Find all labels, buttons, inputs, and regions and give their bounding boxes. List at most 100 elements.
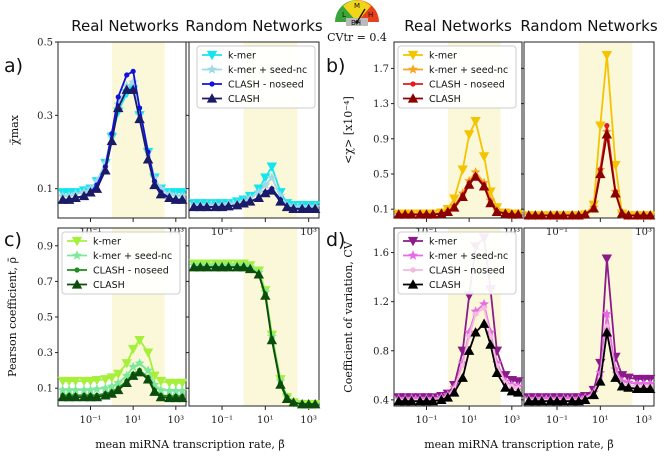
data-point	[177, 385, 188, 396]
x-tick-label: 10⁻¹	[211, 415, 233, 426]
data-point	[177, 194, 188, 204]
series-clash	[393, 171, 524, 219]
legend: k-mer k-mer + seed-nc CLASH - noseed CLASH	[196, 45, 316, 109]
data-point	[195, 201, 206, 212]
data-point	[500, 208, 511, 218]
legend-marker	[408, 64, 418, 74]
series-clash	[57, 366, 188, 403]
x-tick-label: 10¹	[461, 415, 478, 426]
data-point	[113, 102, 124, 113]
legend-marker	[71, 279, 83, 289]
data-point	[601, 327, 613, 337]
data-point	[142, 348, 154, 358]
data-point	[481, 305, 487, 311]
data-point	[523, 395, 535, 406]
data-point	[92, 383, 102, 394]
x-axis-label-right: mean miRNA transcription rate, β̄	[424, 438, 614, 451]
data-point	[406, 395, 417, 406]
x-tick-label: 10³	[635, 227, 652, 238]
data-point	[485, 197, 496, 208]
data-point	[201, 201, 213, 212]
legend-marker	[74, 267, 80, 273]
data-point	[566, 395, 578, 406]
y-tick-label: 0.3	[37, 111, 53, 122]
x-tick-label: 10⁻¹	[415, 415, 437, 426]
x-tick-label: 10⁻¹	[546, 415, 568, 426]
panel-letter-d: d)	[326, 229, 345, 251]
data-point	[406, 209, 417, 219]
x-tick-label: 10³	[167, 415, 184, 426]
data-point	[149, 179, 160, 190]
legend-label: k-mer	[429, 237, 457, 248]
col-title-2: Random Networks	[185, 17, 322, 35]
series-clash	[57, 84, 188, 204]
data-point	[275, 196, 286, 206]
data-point	[164, 385, 175, 396]
data-point	[142, 154, 154, 164]
data-point	[244, 263, 256, 274]
data-point	[253, 187, 264, 197]
legend-label: CLASH - noseed	[429, 80, 505, 91]
legend-box	[397, 45, 517, 109]
data-point	[631, 383, 643, 393]
data-point	[164, 192, 175, 202]
data-point	[91, 391, 103, 402]
legend-marker	[209, 81, 215, 87]
data-point	[296, 399, 308, 409]
data-point	[601, 51, 613, 61]
data-point	[558, 395, 569, 406]
data-point	[70, 376, 81, 387]
data-point	[479, 298, 489, 309]
axes-frame	[57, 41, 187, 219]
data-point	[281, 393, 293, 404]
legend-marker	[206, 50, 218, 61]
legend-label: k-mer + seed-nc	[429, 251, 508, 262]
data-point	[513, 387, 524, 397]
series-clash	[188, 185, 321, 213]
data-point	[177, 378, 188, 389]
data-point	[601, 254, 613, 264]
y-tick-label: 0.5	[37, 38, 53, 49]
data-point	[113, 377, 124, 388]
shaded-region	[111, 42, 165, 218]
x-tick-label: 10¹	[257, 415, 274, 426]
legend-label: k-mer	[93, 237, 121, 248]
y-tick-label: 0.4	[373, 395, 389, 406]
data-point	[595, 168, 606, 179]
data-point	[616, 381, 628, 391]
data-point	[463, 345, 475, 355]
x-tick-label: 10¹	[592, 415, 609, 426]
data-point	[309, 203, 321, 213]
data-point	[128, 361, 139, 371]
legend-marker	[408, 250, 418, 260]
col-title-1: Real Networks	[71, 17, 179, 35]
data-point	[134, 335, 145, 346]
y-tick-label: 1.6	[373, 248, 389, 259]
data-point	[113, 384, 124, 395]
data-point	[500, 371, 511, 381]
data-point	[188, 201, 200, 212]
data-point	[579, 209, 591, 219]
y-tick-label: 0.1	[37, 184, 53, 195]
data-point	[134, 358, 145, 368]
data-point	[309, 399, 321, 409]
data-point	[449, 202, 460, 212]
legend-label: k-mer + seed-nc	[228, 65, 307, 76]
data-point	[91, 376, 103, 386]
data-point	[545, 395, 556, 406]
data-point	[106, 381, 117, 391]
data-point	[244, 196, 256, 206]
legend-label: k-mer	[429, 51, 457, 62]
legend-label: CLASH - noseed	[93, 266, 169, 277]
data-point	[121, 377, 132, 388]
legend-box	[196, 45, 316, 109]
y-tick-label: 0.7	[37, 277, 53, 288]
panel-letter-a: a)	[4, 55, 23, 77]
data-point	[610, 188, 621, 198]
data-point	[149, 379, 160, 389]
x-axis-label-left: mean miRNA transcription rate, β̄	[95, 438, 285, 451]
data-point	[623, 210, 634, 220]
data-point	[127, 84, 139, 94]
data-point	[149, 386, 160, 396]
